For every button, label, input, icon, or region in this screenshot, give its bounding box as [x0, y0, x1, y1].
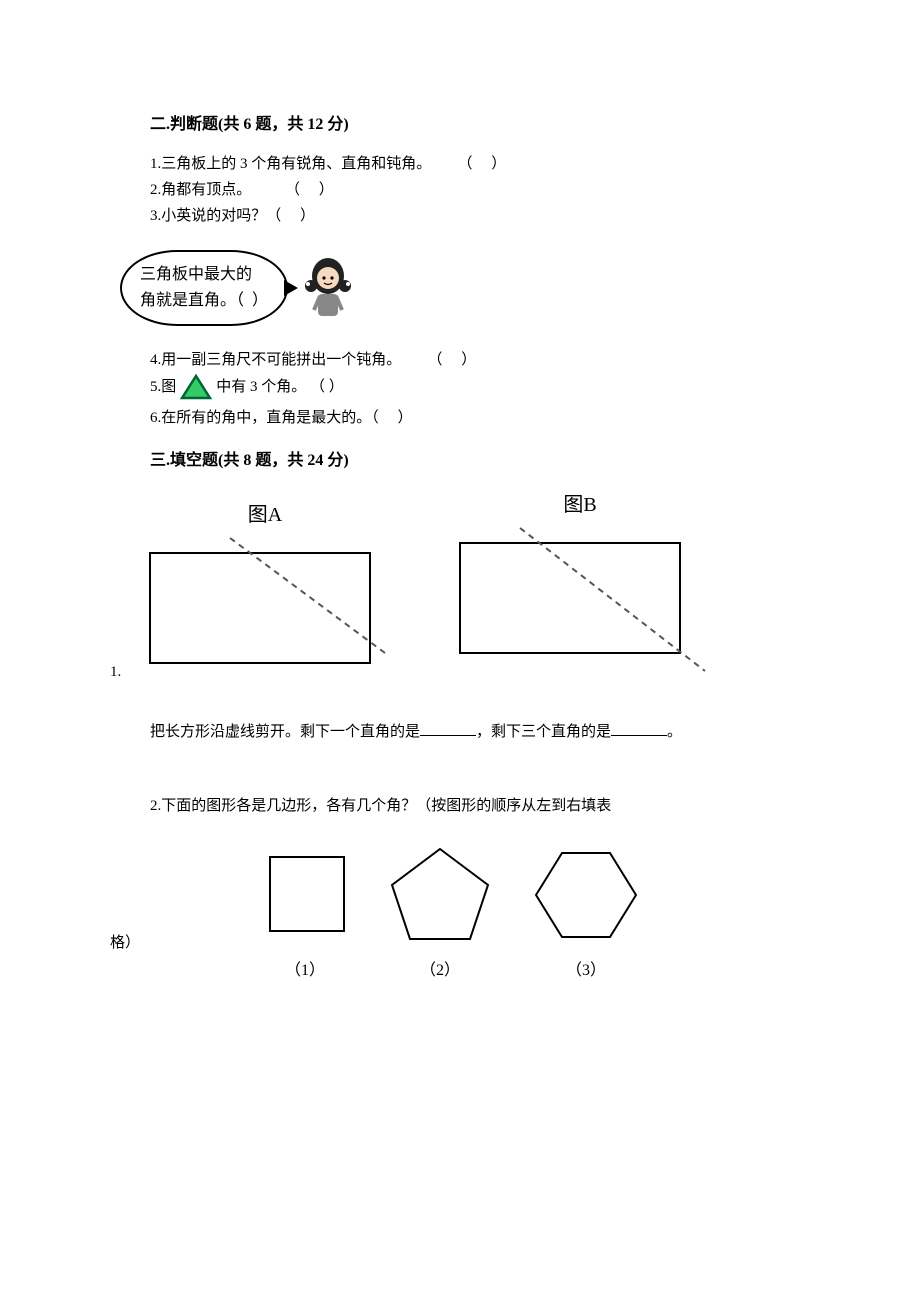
shape-2-label: （2） [388, 956, 492, 980]
label-b: 图B [450, 488, 710, 517]
blank-2[interactable] [611, 722, 667, 736]
q3-1-num: 1. [110, 664, 121, 680]
square-icon [260, 849, 350, 945]
shape-1-label: （1） [260, 956, 350, 980]
q2-4: 4.用一副三角尺不可能拼出一个钝角。 （ ） [150, 348, 780, 372]
shape-3: （3） [530, 845, 642, 980]
speech-bubble: 三角板中最大的 角就是直角。（ ） [120, 250, 288, 325]
q3-2-suffix: 格） [110, 931, 140, 952]
q2-1: 1.三角板上的 3 个角有锐角、直角和钝角。 （ ） [150, 152, 780, 176]
bubble-line1: 三角板中最大的 [140, 266, 252, 283]
q3-1-mid: ，剩下三个直角的是 [476, 724, 611, 740]
shape-3-label: （3） [530, 956, 642, 980]
q2-6: 6.在所有的角中，直角是最大的。（ ） [150, 406, 780, 430]
q2-3: 3.小英说的对吗？（ ） [150, 204, 780, 228]
shapes-row: （1） （2） （3） [260, 845, 780, 980]
hexagon-icon [530, 845, 642, 945]
figure-b: 图B [450, 488, 710, 673]
figure-a: 图A [140, 498, 390, 673]
section-3-header: 三.填空题(共 8 题，共 24 分) [150, 446, 780, 470]
shape-1: （1） [260, 849, 350, 980]
q5-pre: 5.图 [150, 375, 176, 399]
q3-1-text: 把长方形沿虚线剪开。剩下一个直角的是 ，剩下三个直角的是 。 [150, 719, 780, 746]
bubble-line2: 角就是直角。（ ） [140, 292, 268, 309]
figure-rects: 图A 图B [140, 488, 780, 673]
blank-1[interactable] [420, 722, 476, 736]
speech-bubble-figure: 三角板中最大的 角就是直角。（ ） [120, 248, 780, 328]
shape-2: （2） [388, 845, 492, 980]
rect-a-svg [140, 533, 390, 673]
rect-b-svg [450, 523, 710, 673]
q5-post: 中有 3 个角。 （ ） [216, 375, 344, 399]
pentagon-icon [388, 845, 492, 945]
q3-2-text: 2.下面的图形各是几边形，各有几个角？（按图形的顺序从左到右填表 [150, 794, 780, 815]
q2-5: 5.图 中有 3 个角。 （ ） [150, 374, 780, 400]
section-2-header: 二.判断题(共 6 题，共 12 分) [150, 110, 780, 134]
q2-2: 2.角都有顶点。 （ ） [150, 178, 780, 202]
q3-1-post: 。 [667, 724, 682, 740]
triangle-icon [180, 374, 212, 400]
triangle-poly [182, 376, 210, 398]
girl-icon [298, 248, 358, 328]
label-a: 图A [140, 498, 390, 527]
q3-1-pre: 把长方形沿虚线剪开。剩下一个直角的是 [150, 724, 420, 740]
bubble-tail [284, 280, 298, 296]
